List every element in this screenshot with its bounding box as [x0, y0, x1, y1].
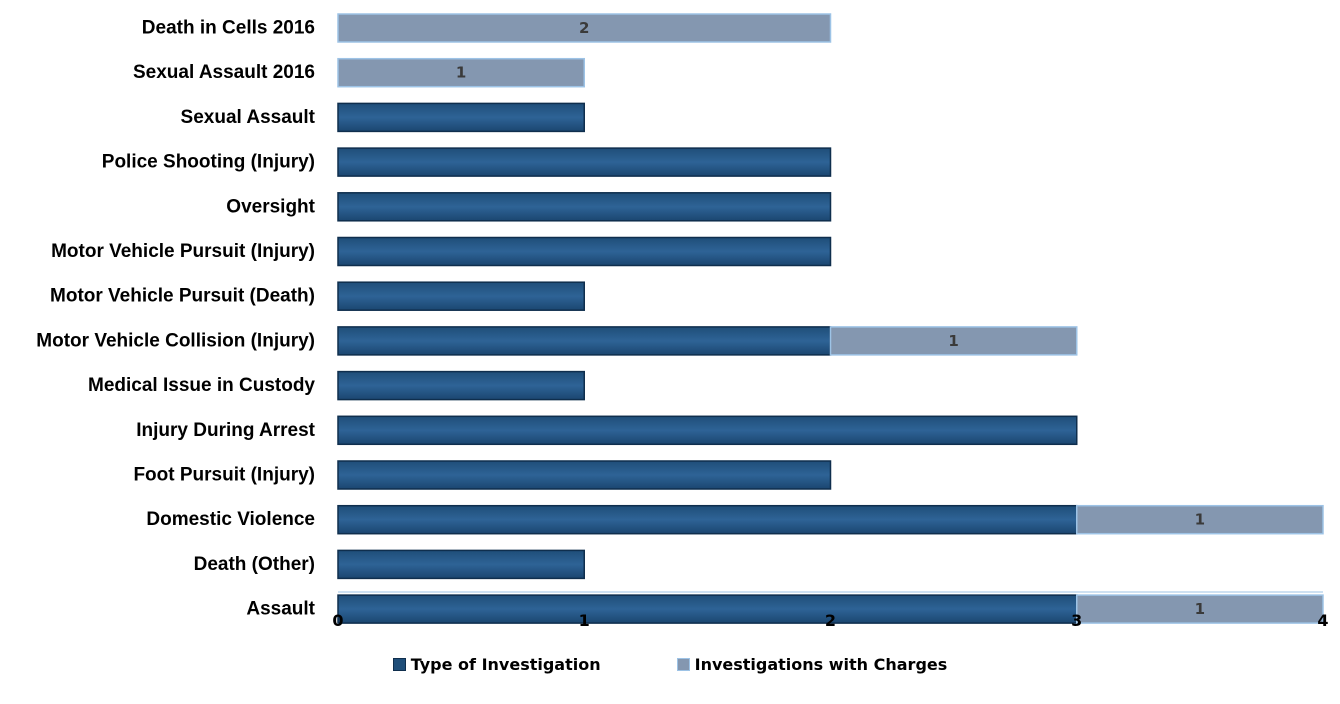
x-tick-label: 1	[579, 611, 590, 630]
bar-segment	[337, 460, 832, 490]
x-tick-label: 3	[1071, 611, 1082, 630]
data-label: 1	[1195, 511, 1205, 529]
category-label: Assault	[246, 599, 315, 620]
bar-segment	[1076, 594, 1324, 624]
legend-label: Investigations with Charges	[694, 655, 948, 674]
category-label: Medical Issue in Custody	[88, 375, 315, 396]
x-tick-label: 2	[825, 611, 836, 630]
category-label: Sexual Assault	[181, 107, 316, 128]
bar-segment	[337, 57, 585, 88]
category-label: Injury During Arrest	[136, 420, 315, 441]
bar-segment	[337, 281, 585, 311]
bar-segment	[337, 370, 585, 401]
category-label: Sexual Assault 2016	[133, 62, 315, 83]
category-label: Domestic Violence	[146, 509, 315, 530]
x-tick-label: 4	[1317, 611, 1328, 630]
bar-segment	[337, 504, 1078, 535]
bar-segment	[337, 192, 832, 222]
bar-segment	[337, 236, 832, 267]
category-label: Oversight	[226, 196, 315, 217]
legend-swatch-dark	[392, 658, 406, 671]
category-label: Death (Other)	[194, 554, 315, 575]
legend-item-type-of-investigation: Type of Investigation	[392, 655, 601, 674]
data-label: 1	[1195, 600, 1205, 618]
bar-segment	[337, 13, 832, 43]
bar-segment	[829, 326, 1078, 356]
data-label: 2	[579, 19, 589, 37]
category-label: Death in Cells 2016	[142, 18, 315, 39]
legend-label: Type of Investigation	[410, 655, 601, 674]
bar-segment	[1076, 504, 1324, 535]
legend: Type of Investigation Investigations wit…	[0, 655, 1340, 674]
category-label: Police Shooting (Injury)	[102, 152, 315, 173]
category-label: Motor Vehicle Collision (Injury)	[36, 330, 315, 351]
category-label: Foot Pursuit (Injury)	[133, 465, 315, 486]
data-label: 1	[948, 332, 958, 350]
category-label: Motor Vehicle Pursuit (Death)	[50, 286, 315, 307]
bar-segment	[337, 102, 585, 133]
data-label: 1	[456, 64, 466, 82]
bar-segment	[337, 326, 832, 356]
bar-segment	[337, 415, 1078, 446]
bar-segment	[337, 549, 585, 580]
bar-segment	[337, 594, 1078, 624]
category-label: Motor Vehicle Pursuit (Injury)	[51, 241, 315, 262]
x-tick-label: 0	[332, 611, 343, 630]
legend-item-investigations-with-charges: Investigations with Charges	[676, 655, 948, 674]
legend-swatch-light	[676, 658, 690, 671]
bar-segment	[337, 147, 832, 177]
